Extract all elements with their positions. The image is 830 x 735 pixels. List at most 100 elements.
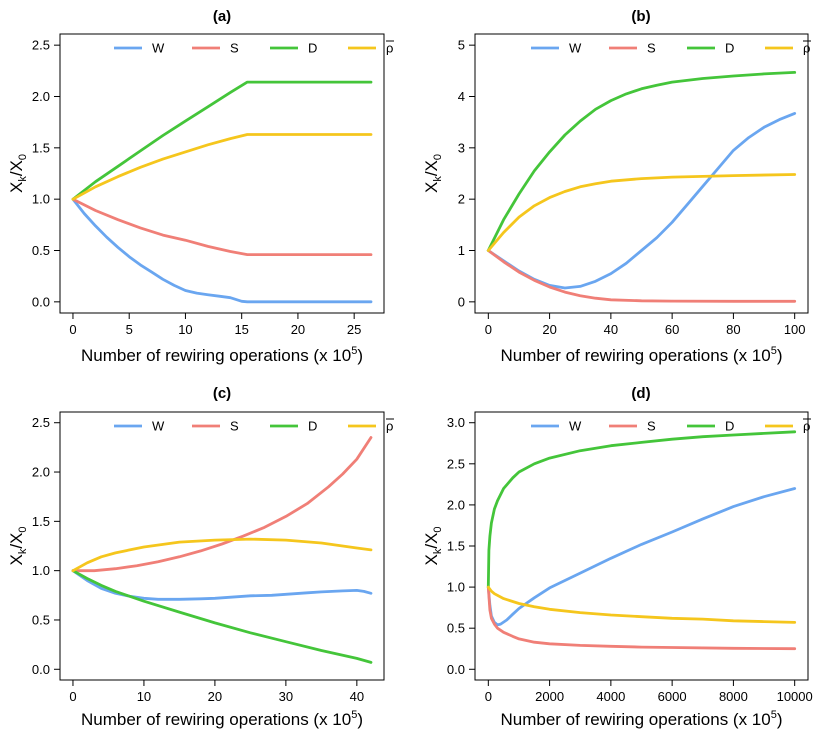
y-axis-label: Xk/X0 [7,154,29,193]
plot-frame [474,33,809,314]
x-tick-label: 80 [726,322,740,337]
y-tick-label: 1.0 [32,192,50,207]
y-tick-label: 0 [458,294,465,309]
x-tick-label: 10 [178,322,192,337]
panel-title: (b) [631,8,650,25]
panel-d: (d) 0 2000 4000 6000 8000 10000 0.0 0.5 1.0 1.5 2.0… [422,385,813,729]
legend-label: D [725,419,734,434]
y-tick-label: 0.0 [32,662,50,677]
series-line-S [71,197,373,257]
y-tick-label: 2 [458,192,465,207]
series-line-D [71,569,373,664]
x-tick-label: 0 [485,322,492,337]
x-tick-label: 10 [137,689,151,704]
y-axis-label: Xk/X0 [422,154,444,193]
series-line-rho [71,537,373,573]
y-tick-label: 1.0 [447,580,465,595]
y-tick-label: 2.0 [447,497,465,512]
legend-label: D [725,41,734,56]
x-tick-label: 6000 [658,689,687,704]
series-line-rho [486,585,797,624]
series-line-D [71,80,373,201]
plot-frame [59,411,385,681]
x-tick-label: 5 [126,322,133,337]
x-tick-label: 40 [604,322,618,337]
x-tick-label: 60 [665,322,679,337]
series-line-D [486,430,797,589]
series-line-D [486,71,797,252]
legend-label: W [569,41,582,56]
y-tick-label: 4 [458,89,465,104]
x-tick-label: 8000 [719,689,748,704]
legend-label: S [647,41,656,56]
y-tick-label: 2.5 [32,38,50,53]
y-tick-label: 3.0 [447,415,465,430]
x-tick-label: 0 [485,689,492,704]
panel-a: (a) 0 5 10 15 20 25 0.0 0.5 1.0 1.5 2.0 2.5 Number of… [7,8,394,365]
y-tick-label: 1.5 [32,140,50,155]
x-tick-label: 20 [291,322,305,337]
x-tick-label: 0 [69,689,76,704]
legend-label: ρ [386,419,393,434]
panel-title: (d) [631,385,650,402]
x-tick-label: 15 [234,322,248,337]
x-axis-label: Number of rewiring operations (x 105) [81,345,363,365]
series-line-S [486,249,797,303]
legend-label: W [152,41,165,56]
x-tick-label: 100 [784,322,806,337]
y-axis-label: Xk/X0 [7,526,29,565]
x-tick-label: 0 [69,322,76,337]
y-tick-label: 2.5 [447,456,465,471]
series-line-rho [486,173,797,252]
y-tick-label: 0.0 [32,294,50,309]
series-line-rho [71,133,373,201]
legend-label: D [308,41,317,56]
series-line-S [486,585,797,651]
y-tick-label: 1.5 [447,539,465,554]
y-axis-label: Xk/X0 [422,526,444,565]
legend-label: ρ [386,41,393,56]
y-tick-label: 0.5 [32,243,50,258]
y-tick-label: 1.0 [32,563,50,578]
series-line-S [71,436,373,573]
legend-label: S [647,419,656,434]
legend-label: W [569,419,582,434]
y-tick-label: 0.5 [447,621,465,636]
x-tick-label: 10000 [777,689,813,704]
x-axis-label: Number of rewiring operations (x 105) [81,709,363,729]
y-tick-label: 2.0 [32,465,50,480]
series-line-W [71,569,373,601]
legend-label: ρ [803,41,810,56]
x-tick-label: 2000 [535,689,564,704]
legend-label: W [152,419,165,434]
x-tick-label: 20 [542,322,556,337]
x-tick-label: 25 [347,322,361,337]
panel-title: (a) [213,8,231,25]
x-tick-label: 4000 [596,689,625,704]
legend-label: S [230,41,239,56]
legend-label: ρ [803,419,810,434]
x-axis-label: Number of rewiring operations (x 105) [500,345,782,365]
y-tick-label: 5 [458,38,465,53]
series-line-W [486,112,797,290]
series-line-W [71,197,373,304]
series-line-W [486,487,797,627]
y-tick-label: 0.5 [32,612,50,627]
y-tick-label: 2.5 [32,415,50,430]
panel-title: (c) [213,385,231,402]
x-tick-label: 40 [350,689,364,704]
x-axis-label: Number of rewiring operations (x 105) [500,709,782,729]
plot-frame [59,33,385,314]
y-tick-label: 3 [458,140,465,155]
legend-label: D [308,419,317,434]
x-tick-label: 30 [279,689,293,704]
y-tick-label: 0.0 [447,662,465,677]
y-tick-label: 1.5 [32,514,50,529]
y-tick-label: 1 [458,243,465,258]
panel-b: (b) 0 20 40 60 80 100 0 1 2 3 4 5 Number of rewiring … [422,8,811,365]
x-tick-label: 20 [208,689,222,704]
panel-c: (c) 0 10 20 30 40 0.0 0.5 1.0 1.5 2.0 2.5 Number of … [7,385,394,729]
y-tick-label: 2.0 [32,89,50,104]
legend-label: S [230,419,239,434]
